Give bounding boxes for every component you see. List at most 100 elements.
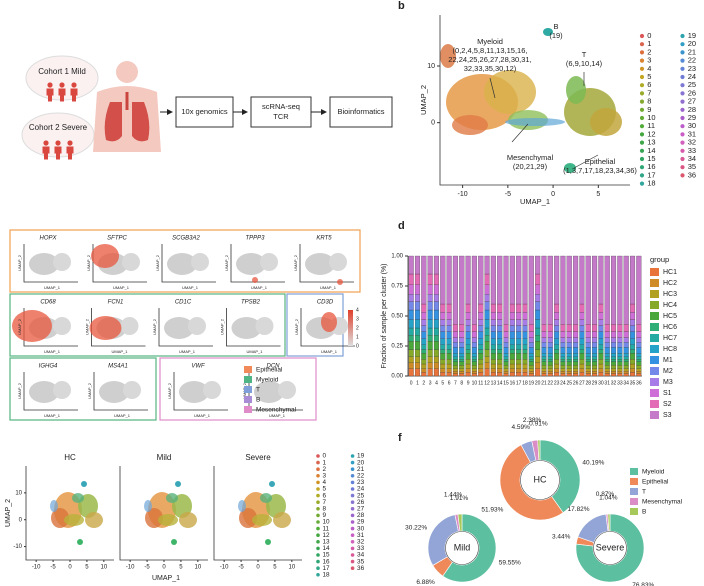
legend-label: 15 (647, 154, 655, 163)
bar-segment (541, 365, 547, 369)
bar-segment (592, 255, 598, 325)
bar-segment (541, 347, 547, 354)
bar-segment (433, 327, 439, 336)
x-axis-label: UMAP_1 (520, 197, 550, 206)
legend-label: HC6 (663, 324, 677, 331)
facet-title: Mild (157, 453, 172, 462)
bar-segment (459, 359, 465, 362)
bar-segment (516, 325, 522, 332)
bar-segment (503, 368, 509, 372)
legend-swatch (350, 513, 355, 518)
bar-segment (433, 273, 439, 285)
annotation-leader (573, 154, 599, 169)
bar-segment (490, 338, 496, 345)
x-axis-label: UMAP_1 (111, 349, 128, 354)
legend-label: Mesenchymal (642, 499, 683, 506)
bar-segment (408, 349, 414, 357)
bar-segment (446, 312, 452, 320)
axis-line (119, 466, 208, 561)
bar-segment (516, 319, 522, 326)
bar-segment (484, 284, 490, 295)
bar-segment (408, 273, 414, 285)
bar-segment (579, 344, 585, 350)
x-tick-label: 5 (85, 565, 89, 571)
bar-segment (471, 361, 477, 366)
donut-slice (607, 513, 611, 532)
legend-swatch (350, 559, 355, 564)
legend-label: Myeloid (642, 469, 665, 476)
bar-segment (497, 331, 503, 339)
bar-segment (490, 368, 496, 373)
x-tick-label: 28 (585, 380, 591, 386)
bar-segment (421, 372, 427, 377)
x-tick-label: -5 (238, 565, 244, 571)
step-label: scRNA-seq (262, 102, 300, 111)
bar-segment (459, 356, 465, 360)
bar-segment (541, 359, 547, 362)
axis-line (158, 308, 213, 347)
bar-segment (528, 356, 534, 360)
cell-cloud (254, 381, 284, 403)
legend-label: 15 (322, 552, 330, 559)
feature-frames (9, 229, 361, 421)
bar-segment (528, 324, 534, 332)
bar-segment (611, 353, 617, 357)
expression (337, 279, 343, 285)
bar-segment (465, 319, 471, 326)
y-tick-label: 0.00 (391, 374, 403, 380)
bar-segment (509, 344, 515, 350)
legend-swatch (639, 148, 645, 153)
bar-segment (421, 331, 427, 339)
bar-segment (427, 356, 433, 363)
bar-segment (471, 337, 477, 343)
x-axis-label: UMAP_1 (44, 349, 61, 354)
bar-segment (408, 319, 414, 329)
bar-segment (440, 349, 446, 354)
legend-swatch (316, 559, 320, 564)
legend-label: 35 (357, 558, 365, 565)
bar-segment (592, 331, 598, 338)
legend-label: 22 (688, 56, 696, 65)
y-axis-label: UMAP_2 (85, 318, 90, 335)
cluster-annotation: (19) (549, 31, 563, 40)
bar-segment (452, 324, 458, 332)
bar-segment (566, 331, 572, 338)
colorbar-label: 3 (356, 316, 359, 322)
bar-segment (433, 362, 439, 369)
x-tick-label: 10 (472, 380, 478, 386)
value-label: 0.87% (596, 491, 615, 498)
bar-segment (566, 373, 572, 377)
axis-line (23, 372, 78, 411)
axis-line (93, 372, 148, 411)
bar-segment (617, 255, 623, 325)
bar-segment (535, 309, 541, 320)
bar-segment (465, 255, 471, 305)
bar-segment (541, 324, 547, 332)
bar-segment (497, 303, 503, 313)
legend-swatch (350, 546, 355, 551)
bar-segment (629, 331, 636, 339)
legend-swatch (680, 165, 685, 170)
bar-segment (598, 359, 604, 365)
x-tick-label: 5 (179, 565, 183, 571)
legend-swatch (680, 132, 685, 137)
legend-swatch (650, 378, 659, 386)
bar-segment (560, 365, 566, 369)
x-tick-label: 18 (522, 380, 528, 386)
bar-segment (503, 331, 509, 338)
bar-segment (636, 353, 642, 357)
gene-label: FCN1 (108, 300, 124, 306)
bar-segment (414, 319, 421, 329)
bar-segment (541, 353, 547, 357)
bar-segment (490, 359, 496, 365)
legend-label: 11 (647, 121, 655, 130)
y-axis-label: UMAP_2 (17, 382, 22, 399)
gene-label: VWF (191, 364, 205, 370)
value-label: 1.44% (444, 491, 463, 498)
donut-slice (442, 513, 497, 583)
bar-segment (471, 373, 477, 377)
bar-segment (629, 303, 636, 313)
bar-segment (629, 338, 636, 345)
legend-swatch (639, 173, 645, 178)
